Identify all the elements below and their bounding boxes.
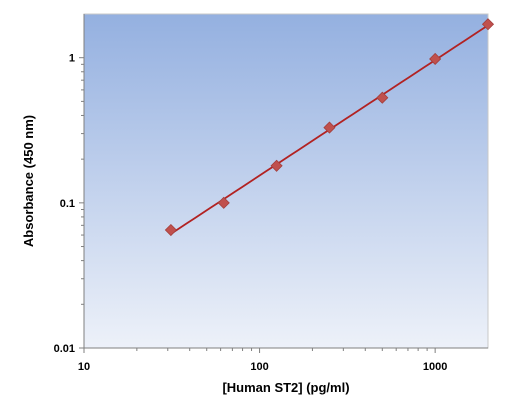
- data-point: [376, 91, 389, 104]
- data-point: [164, 223, 177, 237]
- data-point: [481, 18, 495, 31]
- y-tick-label: 0.1: [60, 198, 75, 210]
- y-axis-title: Absorbance (450 nm): [21, 115, 36, 247]
- x-axis-title: [Human ST2] (pg/ml): [222, 380, 349, 395]
- data-point: [217, 196, 230, 209]
- y-tick-label: 1: [69, 53, 75, 65]
- plot-area: [84, 14, 488, 348]
- y-tick-label: 0.01: [54, 343, 75, 355]
- data-point: [323, 121, 336, 134]
- x-tick-label: 100: [250, 361, 268, 373]
- data-point: [270, 159, 283, 172]
- data-point: [429, 52, 442, 66]
- x-tick-label: 10: [78, 361, 90, 373]
- x-tick-label: 1000: [423, 361, 447, 373]
